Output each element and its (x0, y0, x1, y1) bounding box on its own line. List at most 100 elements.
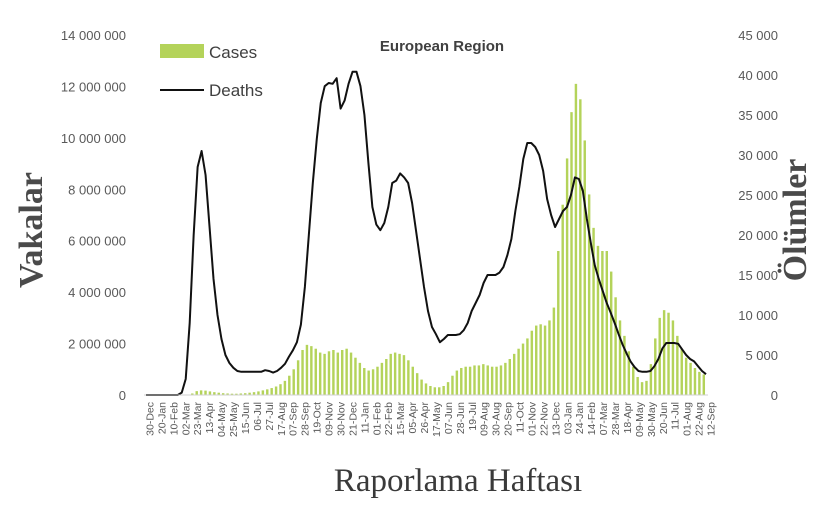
cases-bar (283, 380, 287, 395)
x-tick-label: 22-Feb (383, 402, 395, 435)
cases-bar (640, 382, 644, 395)
x-tick-label: 19-Jul (467, 402, 479, 431)
cases-bar (318, 352, 322, 395)
cases-bar (429, 386, 432, 395)
x-tick-label: 19-Oct (312, 402, 324, 434)
y-tick-right-label: 5 000 (745, 348, 778, 363)
x-ticks: 30-Dec 20-Jan 10-Feb 02-Mar 23-Mar 13-Apr 04-M… (145, 401, 718, 437)
x-tick-label: 10-Feb (168, 402, 180, 435)
cases-bar (583, 140, 586, 395)
cases-bar (244, 393, 247, 395)
cases-bar (684, 357, 688, 395)
x-tick-label: 27-Jul (264, 402, 276, 431)
x-tick-label: 21-Dec (347, 402, 359, 436)
cases-bar (349, 352, 353, 395)
x-tick-label: 09-Aug (479, 402, 491, 436)
cases-bar (323, 353, 326, 395)
cases-bar (424, 383, 428, 395)
x-tick-label: 20-Jun (658, 402, 670, 434)
cases-bar (358, 362, 362, 395)
cases-bar (512, 353, 516, 395)
x-tick-label: 13-Apr (204, 401, 216, 433)
x-tick-label: 30-Aug (491, 402, 503, 436)
y-tick-left-label: 14 000 000 (61, 28, 126, 43)
cases-bar (332, 350, 335, 395)
cases-bar (618, 320, 622, 395)
x-tick-label: 25-May (228, 401, 240, 437)
x-tick-label: 15-Jun (240, 402, 252, 434)
x-tick-label: 17-Aug (276, 402, 288, 436)
cases-bar (327, 351, 331, 395)
cases-bar (393, 352, 397, 395)
cases-bar (561, 204, 564, 395)
cases-bar (274, 386, 278, 395)
deaths-line (146, 70, 707, 396)
cases-bar (446, 382, 450, 395)
cases-bar (221, 393, 225, 395)
x-tick-label: 22-Aug (694, 402, 706, 436)
cases-bar (508, 359, 511, 395)
y-tick-right-label: 45 000 (738, 28, 778, 43)
cases-bar (504, 362, 507, 395)
cases-bar (614, 297, 617, 395)
x-tick-label: 01-Aug (682, 402, 694, 436)
x-tick-label: 09-May (634, 401, 646, 437)
cases-bar (230, 393, 234, 395)
x-tick-label: 06-Jul (252, 402, 264, 431)
y-tick-left-label: 2 000 000 (68, 337, 126, 352)
x-tick-label: 22-Nov (538, 401, 550, 436)
cases-bar (698, 371, 701, 395)
x-tick-label: 07-Mar (598, 402, 610, 436)
x-tick-label: 13-Dec (550, 402, 562, 436)
y-tick-right-label: 10 000 (738, 308, 778, 323)
cases-bar (204, 390, 207, 395)
x-tick-label: 05-Apr (407, 401, 419, 433)
cases-bar (442, 386, 445, 395)
cases-bar (398, 353, 401, 395)
x-tick-label: 18-Apr (622, 401, 634, 433)
x-tick-label: 30-Dec (145, 402, 157, 436)
legend: Cases Deaths (160, 43, 263, 100)
cases-bar (539, 324, 542, 395)
cases-bar (367, 370, 370, 395)
cases-bar (680, 348, 683, 395)
cases-bars (186, 83, 706, 396)
cases-bar (521, 343, 525, 395)
y-ticks-right: 0 5 000 10 000 15 000 20 000 25 000 30 000 35 0… (738, 28, 778, 403)
cases-bar (438, 387, 441, 395)
y-tick-right-label: 35 000 (738, 108, 778, 123)
cases-bar (415, 373, 419, 395)
x-tick-label: 11-Jan (359, 402, 371, 433)
cases-bar (199, 390, 203, 395)
cases-bar (592, 227, 595, 395)
x-tick-label: 07-Sep (288, 402, 300, 436)
cases-bar (623, 335, 626, 395)
cases-bar (217, 392, 220, 395)
y-tick-right-label: 15 000 (738, 268, 778, 283)
x-tick-label: 12-Sep (706, 402, 718, 436)
x-tick-label: 24-Jan (574, 402, 586, 434)
cases-bar (385, 359, 388, 395)
x-tick-label: 09-Nov (324, 401, 336, 436)
y-tick-left-label: 12 000 000 (61, 79, 126, 94)
x-tick-label: 28-Jun (455, 402, 467, 434)
legend-deaths-label: Deaths (209, 81, 263, 100)
cases-bar (702, 374, 706, 395)
y-tick-right-label: 40 000 (738, 68, 778, 83)
cases-bar (587, 194, 591, 395)
cases-bar (490, 366, 494, 395)
cases-bar (420, 379, 423, 395)
cases-bar (451, 375, 454, 395)
cases-bar (543, 325, 547, 395)
cases-bar (336, 352, 340, 395)
cases-bar (407, 360, 410, 395)
y-axis-label-left: Vakalar (13, 172, 50, 288)
cases-bar (601, 251, 604, 395)
cases-bar (535, 325, 538, 395)
cases-bar (310, 346, 313, 395)
cases-bar (208, 391, 212, 395)
x-tick-label: 17-May (431, 401, 443, 437)
cases-bar (270, 388, 273, 395)
x-tick-label: 30-May (646, 401, 658, 437)
